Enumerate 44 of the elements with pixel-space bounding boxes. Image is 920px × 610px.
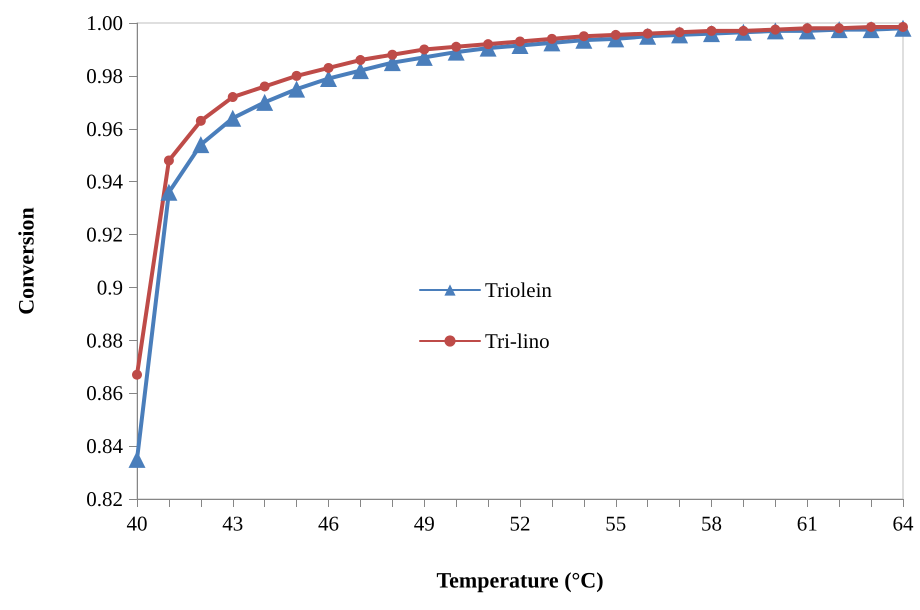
point — [324, 62, 334, 73]
point — [451, 42, 462, 52]
x-tick-label: 61 — [796, 512, 818, 536]
point — [228, 92, 238, 102]
point — [132, 370, 142, 380]
x-tick-label: 58 — [701, 512, 722, 536]
legend-label: Triolein — [485, 278, 552, 302]
point — [224, 110, 242, 127]
x-tick-label: 46 — [318, 512, 339, 536]
x-tick-label: 52 — [510, 512, 530, 536]
y-tick-label: 0.82 — [86, 487, 123, 511]
x-tick-label: 43 — [222, 512, 244, 536]
point — [288, 80, 306, 98]
x-axis-title: Temperature (°C) — [436, 568, 604, 592]
y-tick-label: 0.98 — [86, 64, 123, 88]
point — [546, 34, 557, 44]
y-tick-label: 0.84 — [86, 434, 124, 458]
point — [483, 39, 494, 50]
y-tick-label: 0.96 — [86, 116, 123, 141]
y-tick-label: 0.94 — [86, 170, 124, 194]
point — [515, 36, 525, 47]
x-tick-label: 64 — [892, 512, 914, 536]
point — [160, 184, 178, 201]
point — [164, 156, 174, 166]
point — [196, 116, 206, 126]
point — [419, 44, 430, 54]
y-tick-label: 0.86 — [86, 381, 123, 406]
y-tick-label: 0.88 — [86, 328, 123, 352]
point — [387, 50, 398, 60]
y-axis-title: Conversion — [14, 207, 38, 315]
y-tick-label: 0.92 — [86, 222, 123, 247]
point — [355, 55, 366, 66]
point — [578, 31, 589, 42]
point — [610, 30, 621, 40]
y-tick-label: 0.9 — [96, 275, 123, 300]
point — [292, 70, 302, 81]
point — [260, 81, 270, 92]
y-tick-label: 1.00 — [86, 11, 123, 35]
x-tick-label: 55 — [605, 512, 626, 536]
x-tick-label: 49 — [414, 512, 435, 536]
point — [256, 94, 274, 111]
x-tick-label: 40 — [126, 512, 148, 536]
legend-label: Tri-lino — [485, 329, 550, 353]
point — [192, 136, 210, 154]
